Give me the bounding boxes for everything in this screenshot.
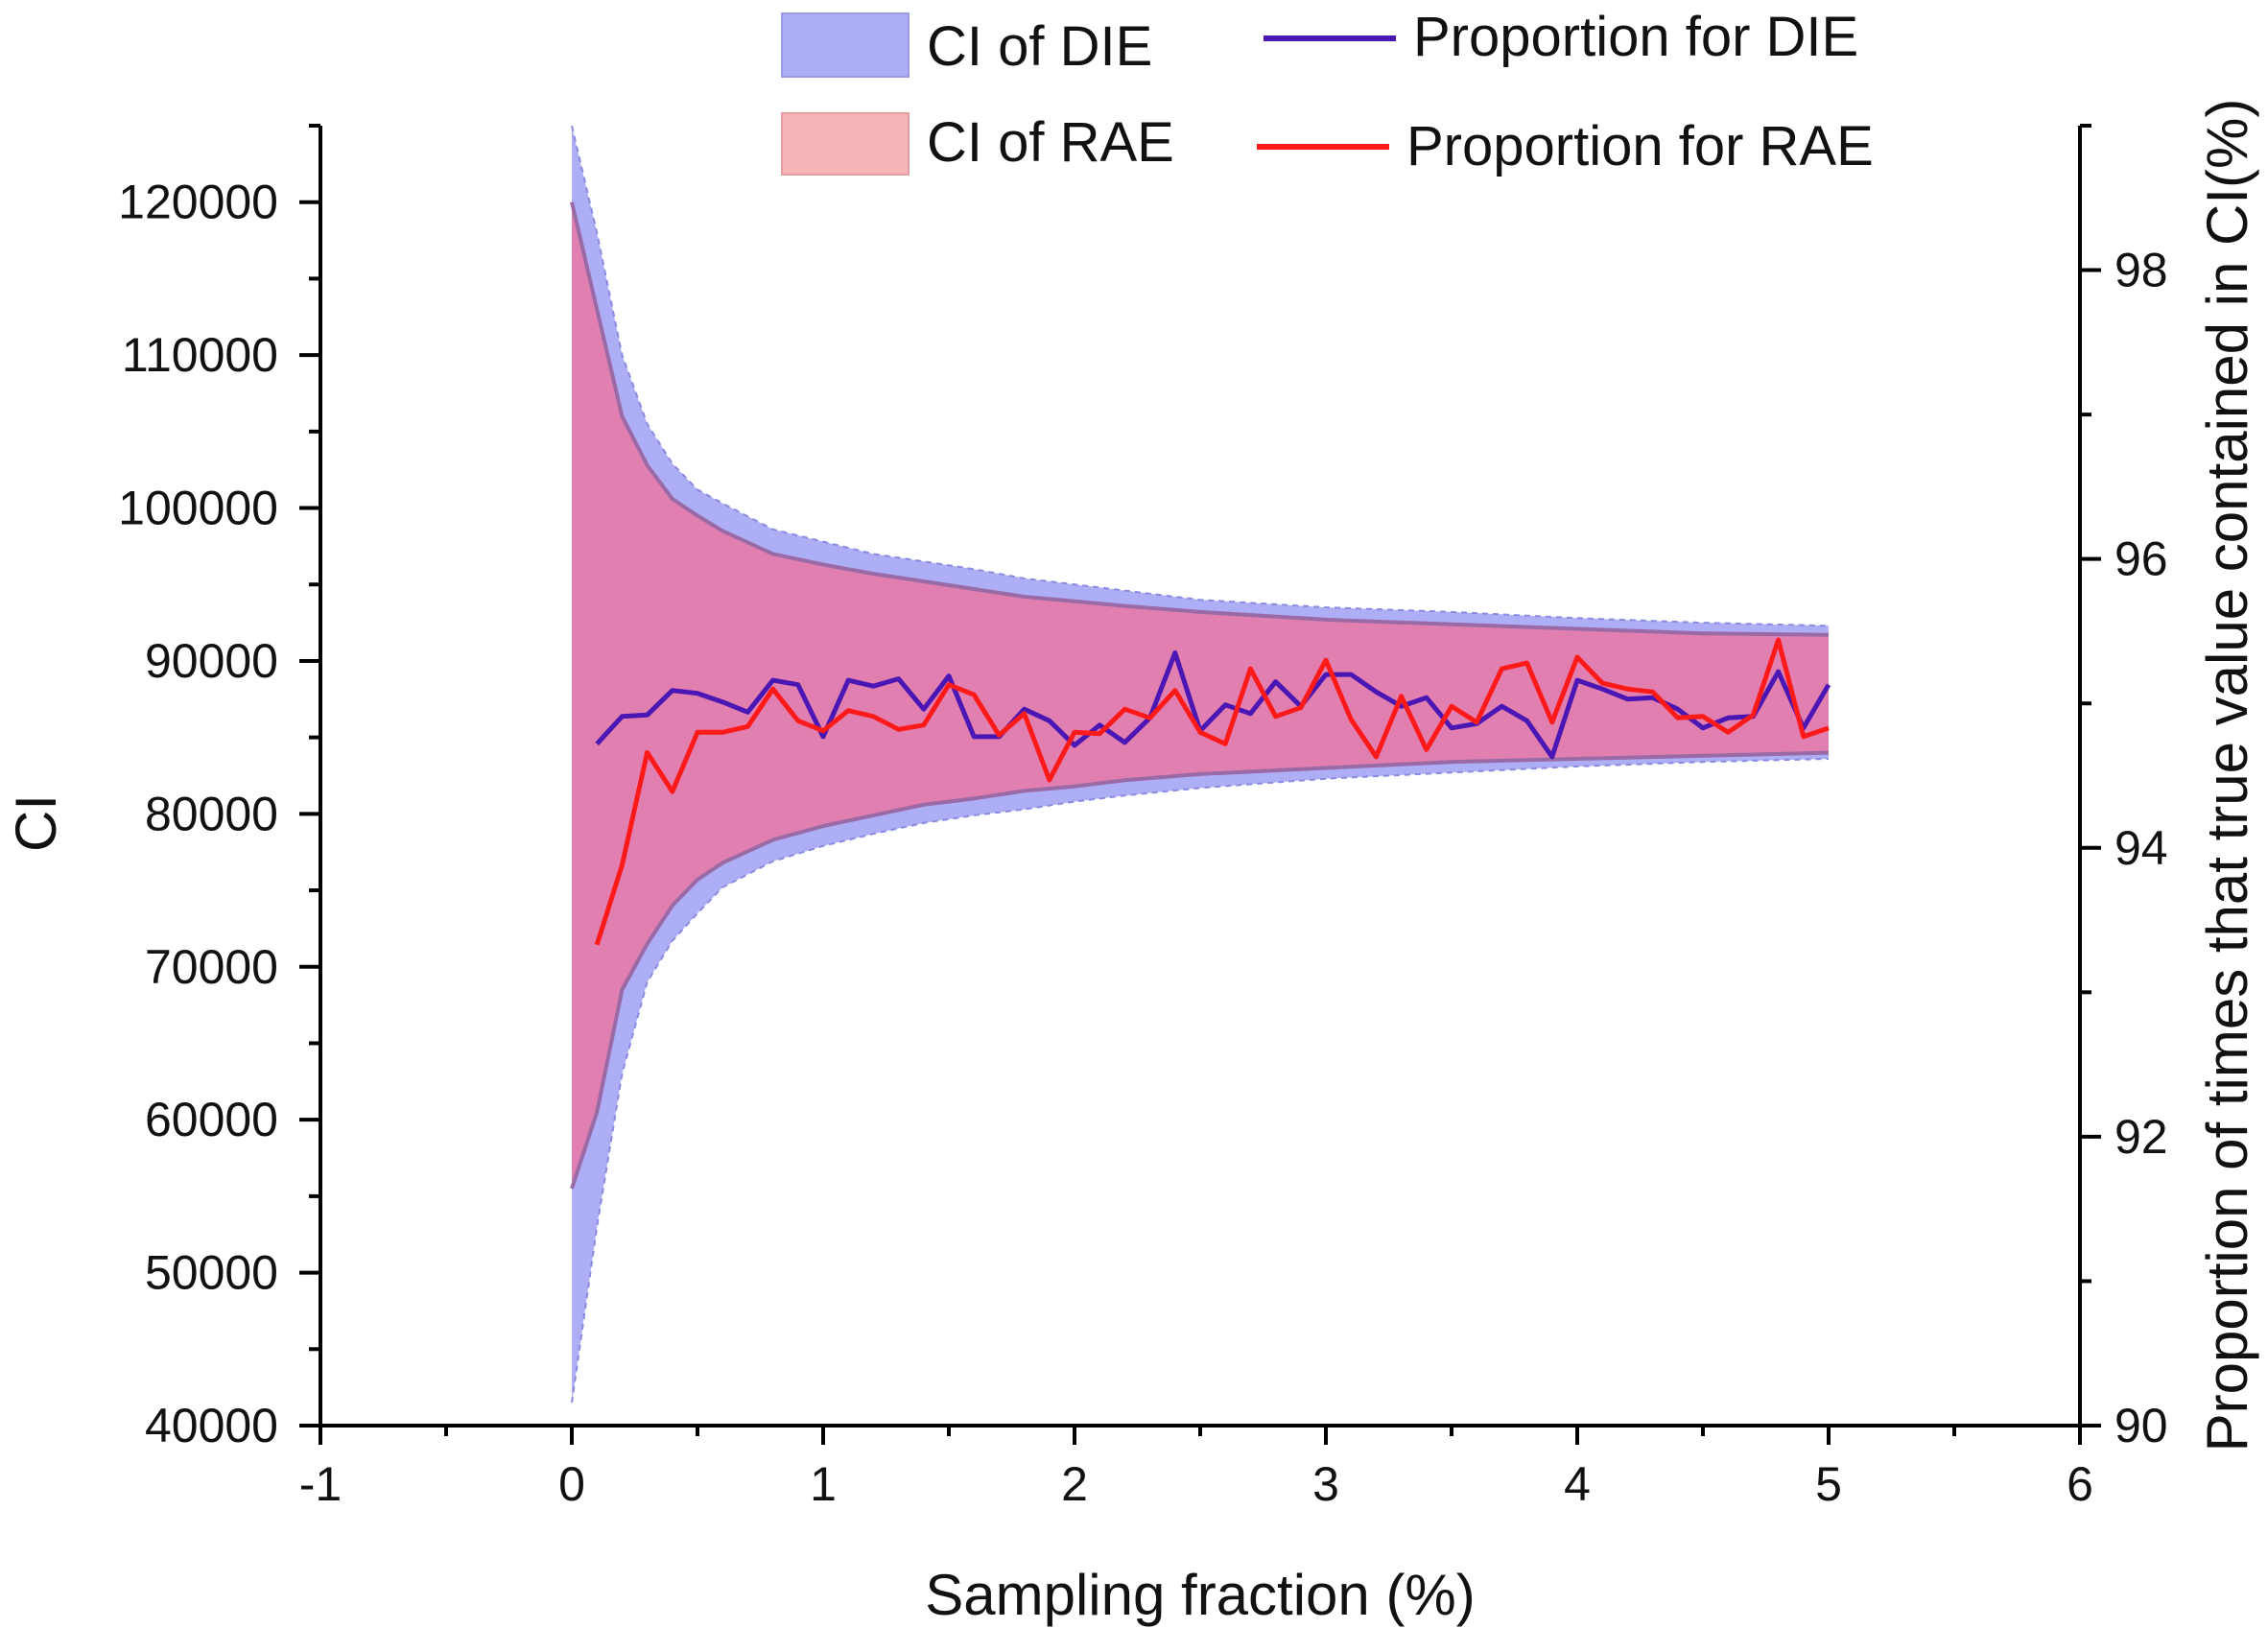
legend-swatch-ci-rae: [781, 112, 910, 176]
x-ticks: -1 0 1 2 3 4 5 6: [299, 1426, 2093, 1511]
ci-rae-lower-edge: [570, 750, 1830, 1190]
y-left-tick-label: 40000: [145, 1399, 278, 1452]
y-left-tick-label: 90000: [145, 634, 278, 688]
legend-swatch-ci-die: [781, 12, 910, 78]
y-right-ticks: 90 92 94 96 98: [2080, 124, 2168, 1452]
legend-label-proportion-die: Proportion for DIE: [1413, 6, 1858, 68]
x-tick-label: 2: [1061, 1457, 1088, 1511]
y-left-axis-title: CI: [4, 794, 68, 852]
x-tick-label: 1: [810, 1457, 837, 1511]
y-left-tick-label: 120000: [118, 176, 278, 229]
x-tick-label: 3: [1312, 1457, 1339, 1511]
y-left-tick-label: 50000: [145, 1246, 278, 1300]
proportion-lines: [594, 637, 1831, 946]
y-right-tick-label: 92: [2114, 1110, 2168, 1164]
x-tick-label: 6: [2067, 1457, 2093, 1511]
ci-die-lower-edge: [571, 758, 1830, 1404]
x-tick-label: 5: [1815, 1457, 1842, 1511]
legend-label-ci-die: CI of DIE: [927, 15, 1152, 78]
y-right-axis-title: Proportion of times that true value cont…: [2195, 99, 2259, 1452]
ci-rae-upper-edge: [570, 201, 1830, 637]
ci-bands: [570, 125, 1830, 1404]
ci-rae-band: [572, 201, 1829, 1189]
legend-label-proportion-rae: Proportion for RAE: [1406, 115, 1874, 177]
proportion-rae-line: [594, 637, 1830, 946]
y-right-tick-label: 94: [2114, 821, 2168, 875]
x-axis-title: Sampling fraction (%): [925, 1563, 1476, 1627]
y-left-tick-label: 100000: [118, 482, 278, 535]
x-tick-label: 0: [558, 1457, 585, 1511]
ci-die-upper-edge: [571, 125, 1830, 627]
y-left-ticks: 40000 50000 60000 70000 80000 90000 100000 1100…: [118, 124, 320, 1452]
x-tick-label: -1: [299, 1457, 342, 1511]
y-right-tick-label: 90: [2114, 1399, 2168, 1452]
proportion-die-line: [595, 650, 1831, 760]
x-tick-label: 4: [1564, 1457, 1591, 1511]
axes: -1 0 1 2 3 4 5 6 40000 50000 60000 70000 80000 90000…: [118, 124, 2168, 1511]
y-right-tick-label: 96: [2114, 532, 2168, 586]
legend: CI of DIE CI of RAE Proportion for DIE P…: [781, 6, 1874, 177]
y-left-tick-label: 80000: [145, 787, 278, 840]
y-right-tick-label: 98: [2114, 244, 2168, 297]
y-left-tick-label: 60000: [145, 1093, 278, 1146]
y-left-tick-label: 70000: [145, 940, 278, 994]
legend-label-ci-rae: CI of RAE: [927, 111, 1174, 174]
y-left-tick-label: 110000: [122, 328, 278, 382]
